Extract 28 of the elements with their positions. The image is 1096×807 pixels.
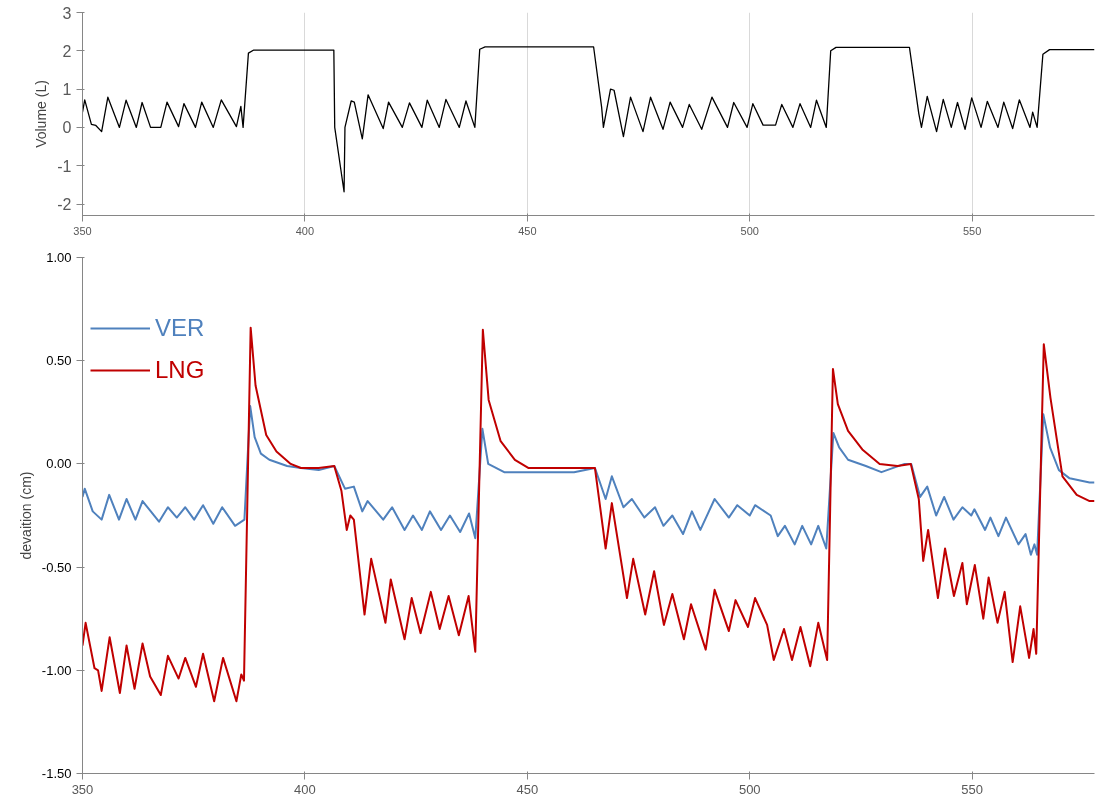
y-tick-label: 3	[62, 4, 72, 22]
y-tick-label: 1.00	[46, 250, 72, 265]
x-tick-label: 400	[295, 224, 315, 237]
line-series	[82, 405, 1095, 556]
legend-label: VER	[155, 314, 205, 342]
y-axis-title: devaition (cm)	[17, 471, 34, 560]
y-tick-label: -2	[57, 196, 72, 214]
x-tick-label: 500	[738, 781, 761, 797]
y-tick-label: -1.50	[41, 766, 72, 781]
y-tick-label: -1	[57, 157, 72, 175]
x-tick-label: 500	[740, 224, 759, 237]
x-tick-label: 450	[516, 781, 539, 797]
y-axis-title: Volume (L)	[33, 80, 50, 148]
y-tick-label: -1.00	[41, 662, 72, 678]
y-tick-label: -0.50	[41, 559, 72, 575]
y-tick-label: 1	[62, 81, 72, 99]
legend-label: LNG	[155, 356, 205, 384]
x-tick-label: 450	[518, 224, 537, 237]
x-tick-label: 350	[71, 781, 94, 797]
line-series	[82, 46, 1095, 193]
y-tick-label: 2	[62, 42, 72, 60]
x-tick-label: 550	[962, 224, 982, 237]
x-tick-label: 400	[294, 781, 316, 797]
y-tick-label: 0.50	[46, 353, 72, 369]
y-tick-label: 0.00	[46, 456, 72, 472]
y-tick-label: 0	[62, 119, 72, 137]
x-tick-label: 350	[73, 224, 92, 237]
x-tick-label: 550	[961, 781, 984, 797]
